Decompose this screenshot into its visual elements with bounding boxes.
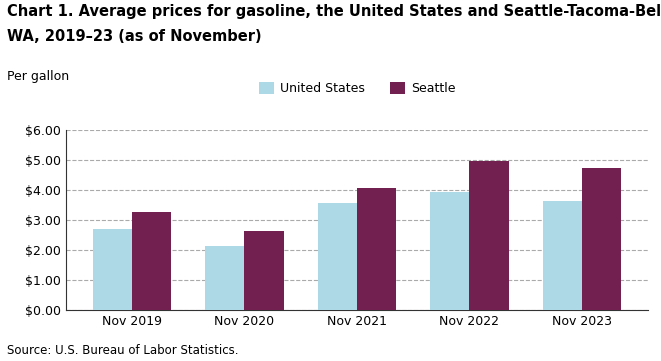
Bar — [93, 229, 132, 310]
Text: Per gallon: Per gallon — [7, 70, 69, 83]
Bar — [430, 192, 469, 310]
Bar — [317, 203, 357, 310]
Bar — [469, 161, 509, 310]
Text: WA, 2019–23 (as of November): WA, 2019–23 (as of November) — [7, 29, 261, 44]
Bar — [205, 246, 245, 310]
Bar — [543, 201, 582, 310]
Bar — [357, 188, 397, 310]
Bar — [582, 168, 621, 310]
Text: Chart 1. Average prices for gasoline, the United States and Seattle-Tacoma-Belle: Chart 1. Average prices for gasoline, th… — [7, 4, 661, 19]
Bar — [245, 231, 284, 310]
Text: Source: U.S. Bureau of Labor Statistics.: Source: U.S. Bureau of Labor Statistics. — [7, 344, 238, 357]
Legend: United States, Seattle: United States, Seattle — [254, 77, 460, 100]
Bar — [132, 212, 171, 310]
